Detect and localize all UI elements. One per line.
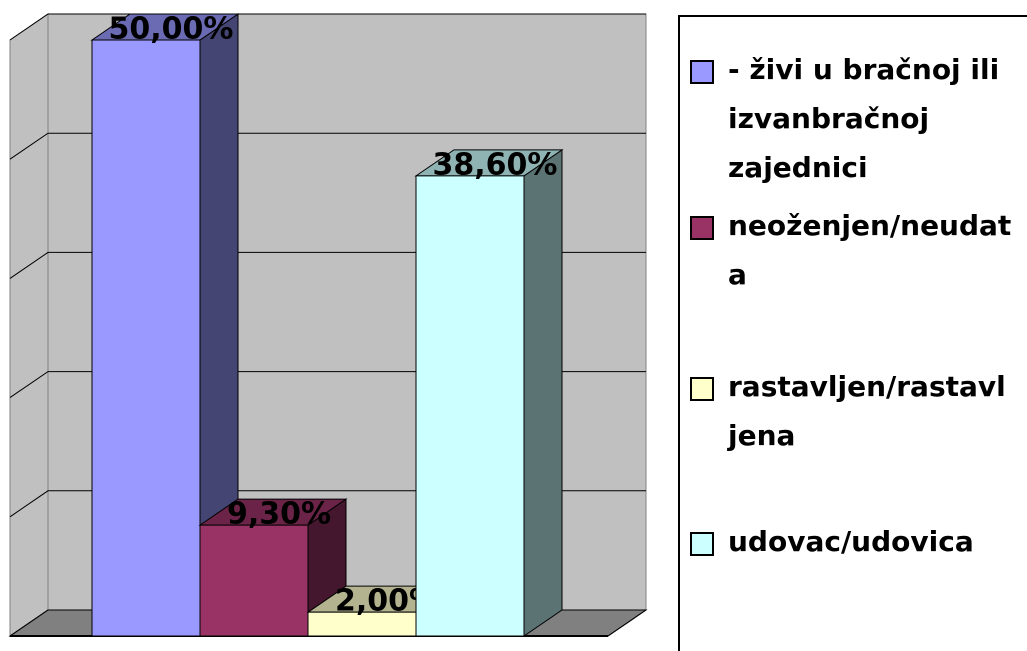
legend-label: rastavljen/rastavljena xyxy=(728,370,1006,452)
legend-swatch xyxy=(690,377,714,401)
bar xyxy=(415,175,525,637)
grid-line xyxy=(9,13,646,41)
data-label: 9,30% xyxy=(227,497,331,532)
legend-item: rastavljen/rastavljena xyxy=(690,362,1020,460)
grid-line xyxy=(9,132,646,160)
side-wall xyxy=(9,13,49,637)
legend-item: neoženjen/neudata xyxy=(690,201,1020,299)
bar-side xyxy=(523,148,563,637)
data-label: 38,60% xyxy=(433,147,558,182)
legend-label: - živi u bračnoj ili izvanbračnoj zajedn… xyxy=(728,53,1000,184)
bar xyxy=(91,39,201,637)
chart: 50,00%9,30%2,00%38,60% xyxy=(8,12,648,637)
legend-swatch xyxy=(690,216,714,240)
legend-swatch xyxy=(690,532,714,556)
legend-swatch xyxy=(690,60,714,84)
legend-item: udovac/udovica xyxy=(690,517,1020,566)
data-label: 50,00% xyxy=(109,12,234,47)
legend-item: - živi u bračnoj ili izvanbračnoj zajedn… xyxy=(690,45,1020,192)
axis-line xyxy=(607,609,647,637)
bar xyxy=(199,524,309,637)
legend-label: neoženjen/neudata xyxy=(728,209,1012,291)
legend-label: udovac/udovica xyxy=(728,525,974,558)
legend: - živi u bračnoj ili izvanbračnoj zajedn… xyxy=(678,15,1027,651)
